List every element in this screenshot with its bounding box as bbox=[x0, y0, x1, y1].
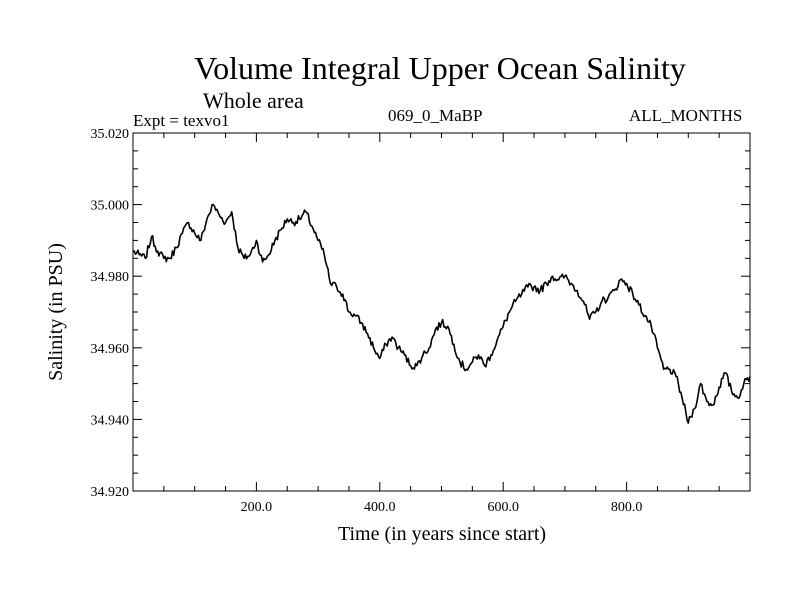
salinity-series-line bbox=[133, 203, 751, 424]
tick-labels: 34.920 34.940 34.960 34.980 35.000 35.020 200.… bbox=[91, 127, 643, 515]
chart-title: Volume Integral Upper Ocean Salinity bbox=[194, 50, 686, 86]
x-axis-label: Time (in years since start) bbox=[338, 523, 546, 545]
experiment-label: Expt = texvo1 bbox=[133, 111, 230, 130]
y-tick-label: 34.960 bbox=[91, 342, 130, 357]
y-tick-label: 34.940 bbox=[91, 413, 130, 428]
run-label: 069_0_MaBP bbox=[388, 106, 483, 125]
y-tick-label: 35.000 bbox=[91, 199, 130, 214]
months-label: ALL_MONTHS bbox=[629, 106, 743, 125]
y-tick-label: 34.920 bbox=[91, 485, 130, 500]
x-tick-label: 200.0 bbox=[241, 500, 273, 515]
plot-frame bbox=[132, 132, 751, 492]
y-tick-label: 34.980 bbox=[91, 270, 130, 285]
axis-ticks bbox=[133, 132, 750, 492]
x-tick-label: 800.0 bbox=[611, 500, 643, 515]
chart-subtitle: Whole area bbox=[203, 88, 304, 113]
x-tick-label: 600.0 bbox=[487, 500, 519, 515]
y-tick-label: 35.020 bbox=[91, 127, 130, 142]
x-tick-label: 400.0 bbox=[364, 500, 396, 515]
y-axis-label: Salinity (in PSU) bbox=[45, 243, 67, 381]
